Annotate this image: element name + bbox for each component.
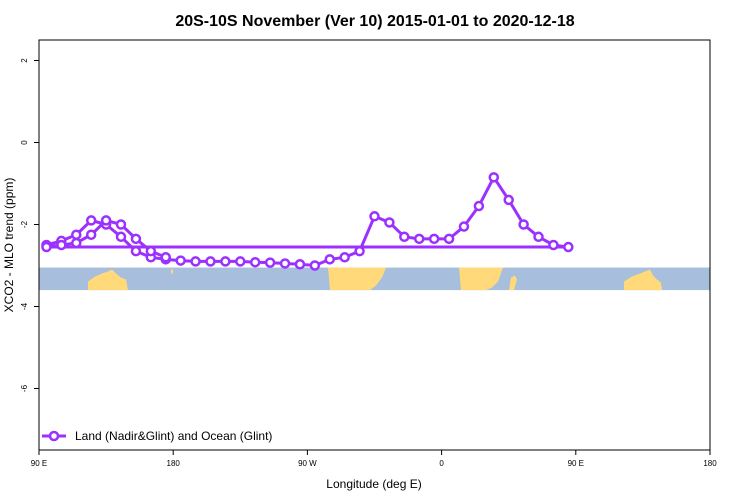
data-point [563,241,574,253]
series-layer [41,172,574,271]
data-point [115,219,127,230]
land-shape [88,269,128,291]
x-tick-label: 0 [439,459,444,468]
data-point [130,233,142,245]
data-point [130,245,142,257]
x-axis-label: Longitude (deg E) [326,477,421,491]
data-point [473,200,485,212]
data-point [354,245,365,257]
chart-title: 20S-10S November (Ver 10) 2015-01-01 to … [175,13,574,30]
y-tick-label: -2 [20,220,29,228]
data-point [220,256,231,267]
data-point [85,215,97,226]
data-point [235,256,246,267]
data-point [488,172,500,183]
data-point [548,239,559,251]
legend-marker [48,430,60,442]
land-shape [171,269,173,274]
data-point [324,254,336,265]
land-shape [509,275,517,291]
data-point [339,252,350,263]
y-tick-label: 2 [20,58,29,63]
legend: Land (Nadir&Glint) and Ocean (Glint) [42,429,272,443]
data-point [443,233,455,245]
y-tick-label: 0 [20,140,29,145]
data-point [518,219,529,230]
data-point [41,241,52,253]
y-tick-label: -4 [20,302,29,310]
data-point [190,256,201,267]
data-point [428,233,440,245]
data-point [100,215,112,226]
data-point [309,260,321,271]
data-point [71,229,82,240]
data-point [399,231,410,243]
data-point [145,245,157,257]
data-point [294,259,306,270]
data-point [384,217,395,228]
x-tick-label: 90 W [298,459,317,468]
data-point [205,256,216,267]
plot-frame [38,39,711,451]
land-ocean-band [39,267,710,291]
data-point [71,237,82,249]
data-point [115,231,127,243]
land-shape [459,267,503,291]
land-shape [624,269,662,291]
data-point [503,194,514,206]
land-shape [328,267,386,291]
data-point [85,229,97,240]
x-tick-label: 180 [703,459,717,468]
y-tick-label: -6 [20,384,29,392]
x-axis: 90 E 180 90 W 0 90 E 180 [31,450,717,468]
legend-label: Land (Nadir&Glint) and Ocean (Glint) [75,429,272,443]
data-point [175,255,186,266]
x-tick-label: 180 [167,459,181,468]
data-point [458,221,470,232]
data-point [264,257,276,268]
y-axis: 2 0 -2 -4 -6 [20,58,39,392]
data-point [160,252,171,263]
x-tick-label: 90 E [568,459,584,468]
data-point [279,258,291,269]
y-axis-label: XCO2 - MLO trend (ppm) [2,178,16,313]
data-point [249,256,261,268]
x-tick-label: 90 E [31,459,47,468]
data-point [56,239,67,251]
data-point [413,233,425,245]
data-point [369,211,380,222]
data-point [533,231,544,243]
